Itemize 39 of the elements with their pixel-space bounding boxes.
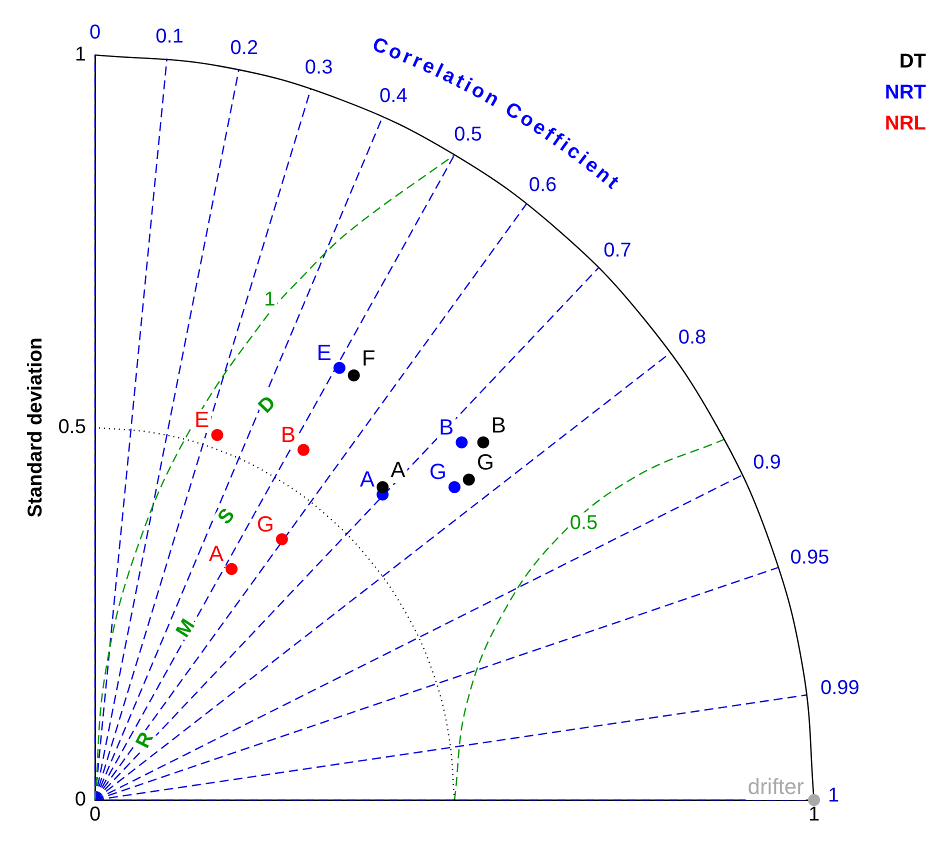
series-label: 0.1 [156,25,184,48]
series-label: 0.4 [380,84,408,107]
y-axis-title: Standard deviation [24,337,47,518]
data-label: F [362,345,376,370]
data-label: A [360,466,375,492]
data-label: A [208,541,224,566]
series-label: 0.3 [304,56,333,79]
series-label: 0.9 [753,452,781,474]
annotation: D [254,392,280,418]
data-label: A [390,457,406,482]
annotation: R [132,728,158,752]
text: DT [899,50,926,73]
series-label: 0.5 [454,124,482,146]
y-tick-label: 1 [74,44,86,66]
data-label: B [491,412,506,438]
series-label: 0.2 [230,36,258,59]
annotation: M [172,615,200,642]
data-label: E [316,340,332,365]
series-label: 0.99 [820,676,860,699]
y-tick-label: 0 [74,788,86,811]
data-label: drifter [748,774,804,800]
series-label: 0.6 [528,174,557,196]
series-label: 0.7 [604,240,632,262]
data-label: G [256,511,274,536]
series-label: 0.5 [570,512,598,534]
series-label: 1 [264,288,276,310]
text: NRL [884,112,926,135]
series-label: 0 [89,22,101,44]
y-tick-label: 0.5 [58,416,86,438]
annotation: S [214,504,240,529]
series-label: 0.95 [790,546,830,568]
series-label: 0.8 [678,326,706,348]
text: NRT [884,82,926,104]
data-label: G [476,450,494,475]
data-label: B [439,414,454,440]
data-label: E [194,407,210,432]
series-label: 1 [828,784,840,807]
data-label: G [429,459,446,484]
data-label: B [280,422,296,447]
